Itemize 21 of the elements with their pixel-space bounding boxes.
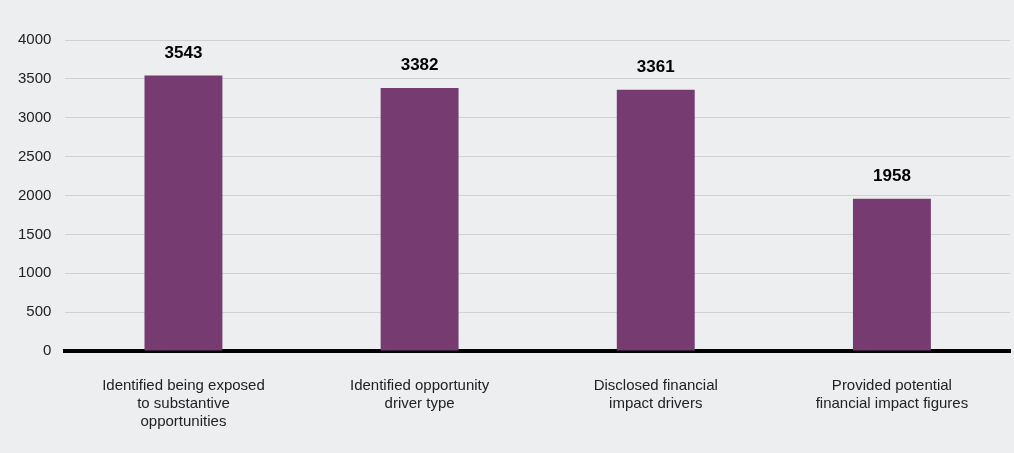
data-label: 1958 [873, 165, 911, 185]
bar [144, 75, 223, 351]
x-tick-label: Identified opportunity driver type [349, 376, 490, 412]
y-tick-label: 1000 [17, 263, 52, 281]
y-tick-label: 1500 [17, 224, 52, 242]
bar [852, 198, 931, 351]
y-tick-label: 3000 [17, 107, 52, 125]
data-label: 3382 [400, 55, 439, 75]
y-tick-label: 4000 [17, 30, 52, 48]
data-label: 3543 [164, 42, 203, 62]
y-tick-label: 0 [43, 341, 52, 359]
bar [380, 88, 459, 351]
data-label: 3361 [636, 56, 675, 76]
y-tick-label: 3500 [17, 69, 52, 87]
bar [616, 89, 695, 351]
y-tick-label: 2000 [17, 185, 52, 203]
y-tick-label: 2500 [17, 146, 52, 164]
x-tick-label: Identified being exposed to substantive opportunities [102, 376, 265, 430]
x-tick-label: Provided potential financial impact figures [815, 376, 969, 412]
y-tick-label: 500 [26, 302, 52, 320]
x-tick-label: Disclosed financial impact drivers [593, 376, 718, 412]
